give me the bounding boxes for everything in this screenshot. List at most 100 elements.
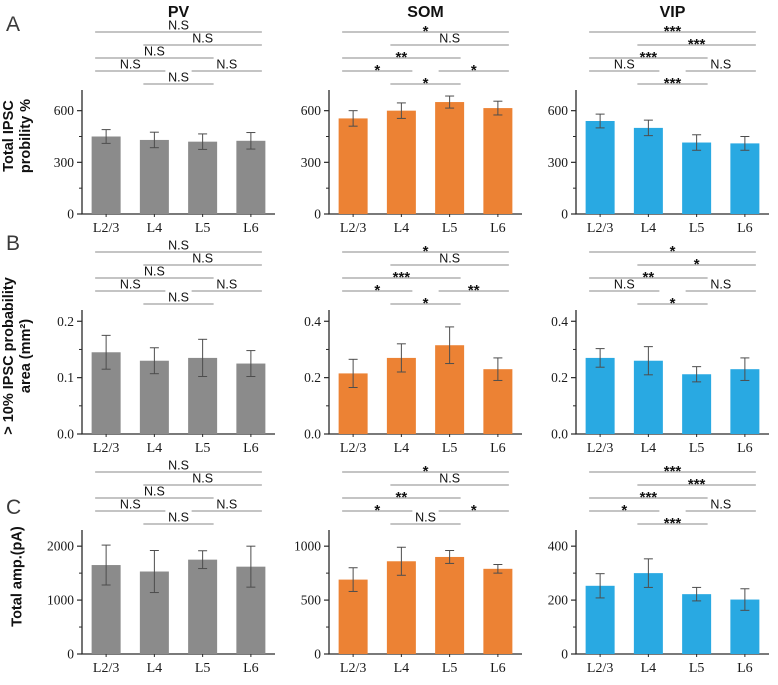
sig-label: * (621, 502, 627, 519)
y-tick-label: 0 (314, 647, 321, 662)
x-category-label: L4 (641, 221, 657, 236)
y-tick-label: 0.0 (551, 427, 568, 442)
sig-label: *** (664, 515, 682, 532)
sig-label: ** (396, 489, 408, 506)
sig-label: * (471, 62, 477, 79)
x-category-label: L2/3 (93, 441, 119, 456)
x-category-label: L6 (243, 661, 259, 676)
bar-L6 (236, 140, 266, 214)
sig-label: * (694, 256, 700, 273)
bar-L2-3 (585, 121, 615, 214)
bar-L4 (386, 561, 416, 654)
x-category-label: L4 (147, 221, 163, 236)
y-tick-label: 0.0 (304, 427, 321, 442)
sig-label: *** (640, 489, 658, 506)
bar-L5 (188, 559, 218, 654)
sig-label: ** (643, 269, 655, 286)
column-header-vip: VIP (659, 4, 686, 21)
sig-label: N.S (144, 45, 165, 59)
column-header-pv: PV (167, 4, 190, 21)
y-tick-label: 1000 (294, 539, 321, 554)
y-axis-label-line: > 10% IPSC probability (1, 277, 18, 435)
x-category-label: L6 (490, 221, 506, 236)
sig-label: N.S (120, 498, 141, 512)
x-category-label: L5 (442, 221, 458, 236)
y-tick-label: 0 (67, 647, 74, 662)
column-header-som: SOM (407, 4, 444, 21)
bar-L4 (386, 110, 416, 214)
y-tick-label: 600 (301, 103, 322, 118)
sig-label: *** (664, 463, 682, 480)
sig-label: * (374, 282, 380, 299)
x-category-label: L6 (737, 441, 753, 456)
sig-label: * (423, 75, 429, 92)
y-axis-label-row-a: Total IPSC probility % (1, 99, 35, 173)
sig-label: *** (393, 269, 411, 286)
sig-label: N.S (168, 511, 189, 525)
y-tick-label: 2000 (47, 539, 74, 554)
sig-label: N.S (168, 71, 189, 85)
sig-label: * (374, 502, 380, 519)
sig-label: N.S (216, 498, 237, 512)
sig-label: * (471, 502, 477, 519)
y-tick-label: 400 (548, 539, 569, 554)
bar-L5 (682, 594, 712, 654)
x-category-label: L6 (737, 661, 753, 676)
sig-label: N.S (120, 278, 141, 292)
x-category-label: L2/3 (587, 441, 613, 456)
row-c-label-block: C Total amp.(pA) (0, 466, 36, 685)
sig-label: N.S (710, 58, 731, 72)
x-category-label: L2/3 (93, 221, 119, 236)
sig-label: N.S (168, 459, 189, 473)
bar-L4 (139, 139, 169, 214)
x-category-label: L6 (243, 221, 259, 236)
bar-L6 (730, 143, 760, 214)
sig-label: * (423, 23, 429, 40)
y-tick-label: 0 (67, 207, 74, 222)
bar-L5 (682, 142, 712, 214)
y-tick-label: 0.2 (551, 370, 568, 385)
y-tick-label: 0.4 (304, 314, 321, 329)
y-tick-label: 600 (54, 103, 75, 118)
bar-L2-3 (338, 118, 368, 214)
x-category-label: L4 (147, 661, 163, 676)
row-b: B > 10% IPSC probability area (mm²) 0.0 0… (0, 233, 778, 466)
sig-label: N.S (439, 32, 460, 46)
y-tick-label: 0.2 (57, 314, 74, 329)
panel-letter-c: C (6, 496, 22, 519)
x-category-label: L2/3 (340, 221, 366, 236)
sig-label: * (670, 243, 676, 260)
sig-label: *** (688, 36, 706, 53)
y-tick-label: 0 (561, 647, 568, 662)
sig-label: N.S (710, 498, 731, 512)
x-category-label: L4 (641, 441, 657, 456)
sig-label: * (423, 463, 429, 480)
x-category-label: L4 (641, 661, 657, 676)
y-tick-label: 0.2 (304, 370, 321, 385)
x-category-label: L4 (394, 221, 410, 236)
panel-letter-b: B (6, 232, 21, 255)
sig-label: *** (688, 476, 706, 493)
x-category-label: L4 (394, 441, 410, 456)
sig-label: * (423, 243, 429, 260)
x-category-label: L5 (442, 661, 458, 676)
bar-L4 (633, 127, 663, 214)
y-axis-label-line: area (mm²) (18, 318, 35, 394)
sig-label: N.S (144, 265, 165, 279)
y-tick-label: 300 (548, 155, 569, 170)
sig-label: N.S (614, 58, 635, 72)
sig-label: *** (664, 23, 682, 40)
sig-label: N.S (192, 32, 213, 46)
sig-label: ** (396, 49, 408, 66)
x-category-label: L5 (689, 661, 705, 676)
bar-L5 (682, 374, 712, 434)
y-tick-label: 0.1 (57, 370, 74, 385)
sig-label: N.S (192, 252, 213, 266)
chart-b-som: 0.00.20.4L2/3 L4 L5 L6*******N.S* (304, 243, 522, 456)
x-category-label: L6 (490, 661, 506, 676)
